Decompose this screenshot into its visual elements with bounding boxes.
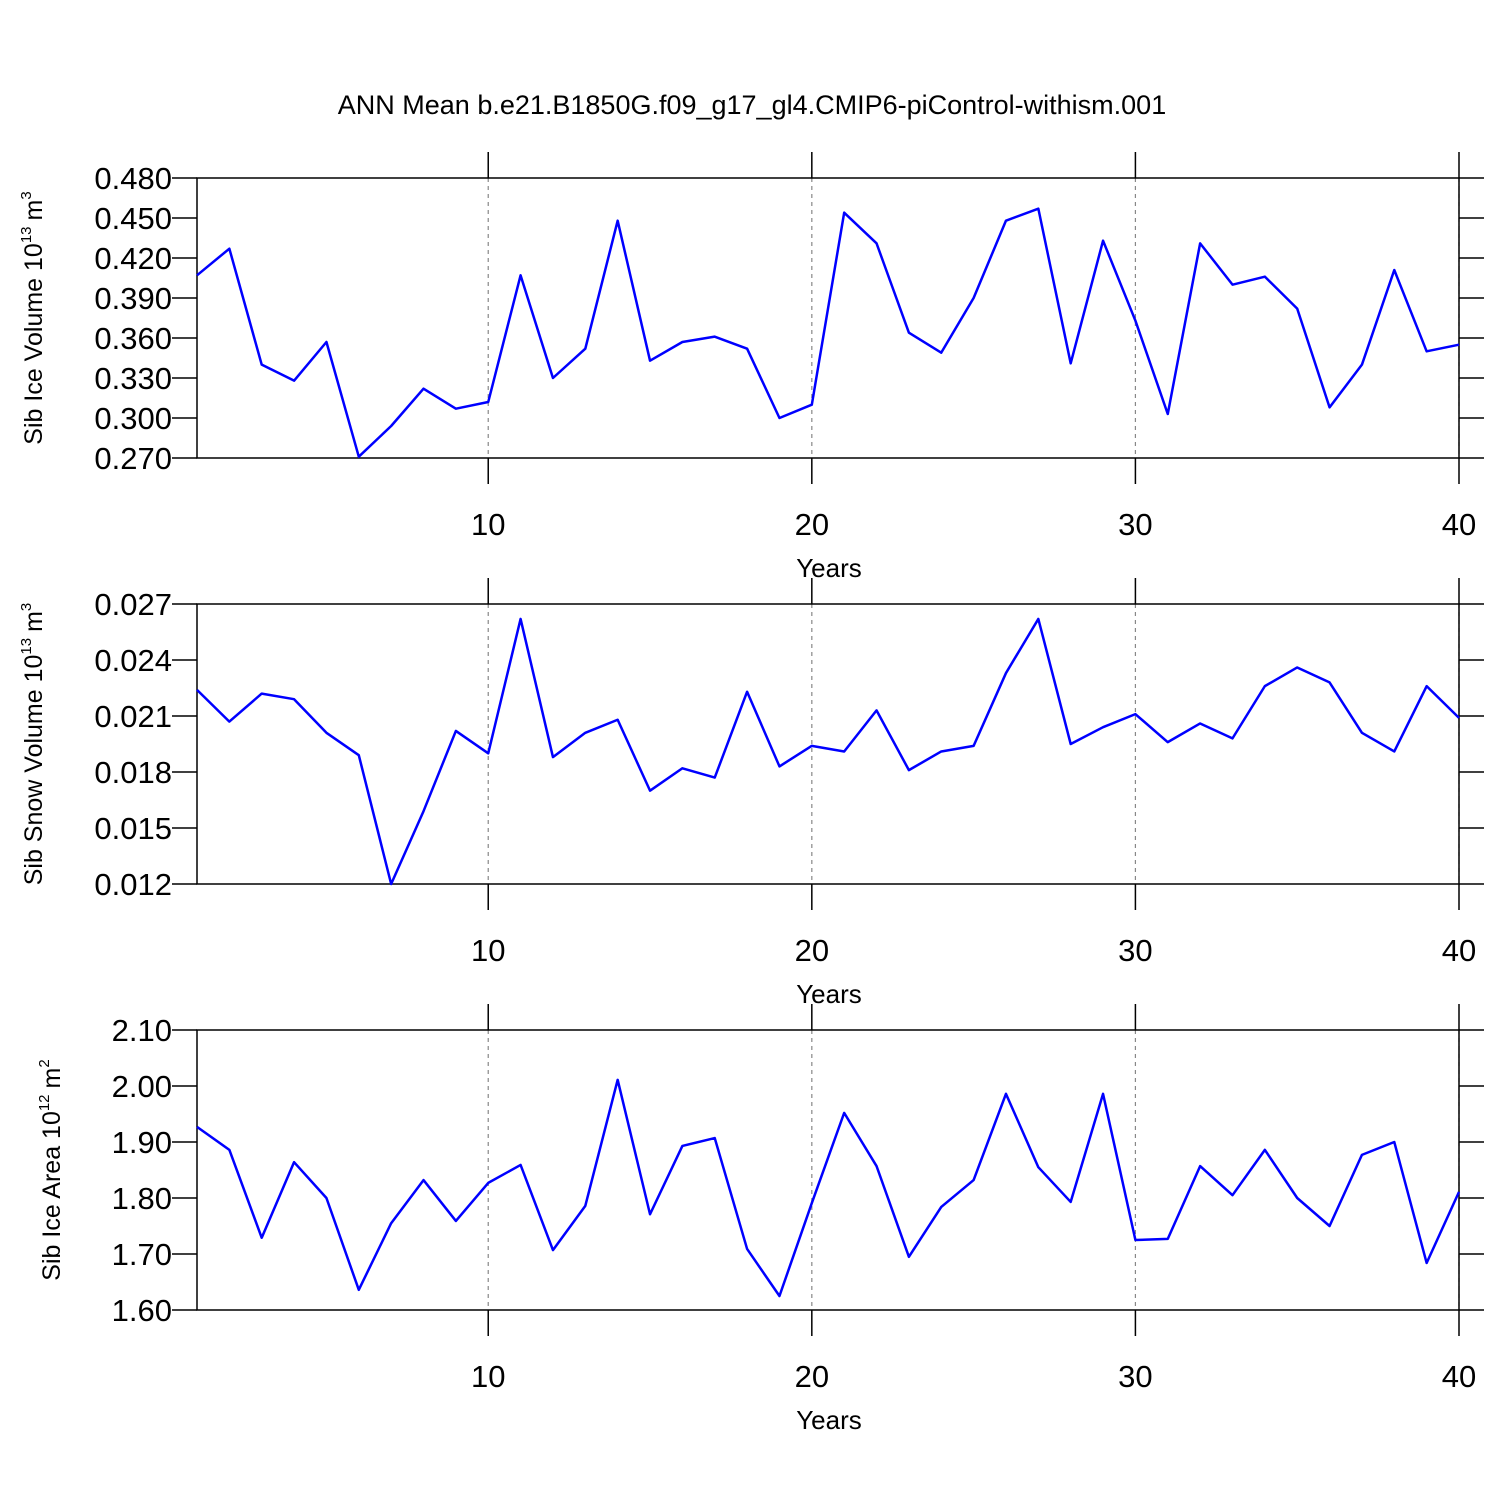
x-axis-label: Years <box>796 979 862 1009</box>
data-line <box>196 617 1460 886</box>
x-axis-label: Years <box>796 1405 862 1435</box>
y-axis-label: Sib Ice Area 1012 m2 <box>36 1059 66 1280</box>
y-tick-label: 0.360 <box>94 321 172 356</box>
data-line <box>196 1078 1461 1298</box>
x-tick-label: 30 <box>1118 507 1152 542</box>
panel: 10 20 30 40 0.270 0.300 0.330 0.360 0.390 0.420 0.… <box>18 152 1484 583</box>
plot-frame <box>196 603 1460 885</box>
x-tick-label: 30 <box>1118 1359 1152 1394</box>
y-axis-label-part: Sib Ice Volume 10 <box>20 243 48 445</box>
y-tick-label: 0.450 <box>94 201 172 236</box>
y-axis-label: Sib Snow Volume 1013 m3 <box>18 603 48 886</box>
y-tick-label: 0.390 <box>94 281 172 316</box>
y-tick-label: 1.90 <box>112 1125 172 1160</box>
x-axis-label: Years <box>796 553 862 583</box>
y-axis-label-part: Sib Ice Area 10 <box>38 1111 66 1281</box>
x-tick-label: 10 <box>471 1359 505 1394</box>
x-tick-label: 40 <box>1442 507 1476 542</box>
plot-frame <box>196 1029 1460 1311</box>
x-tick-label: 10 <box>471 507 505 542</box>
x-tick-label: 20 <box>795 507 829 542</box>
y-tick-label: 1.80 <box>112 1181 172 1216</box>
y-axis-label-part: m <box>20 200 48 221</box>
panel: 10 20 30 40 0.012 0.015 0.018 0.021 0.024 0.027 Ye… <box>18 578 1484 1009</box>
y-axis-label-part: m <box>20 611 48 632</box>
y-tick-label: 2.10 <box>112 1013 172 1048</box>
y-axis-label-part: 3 <box>18 603 35 611</box>
x-tick-label: 20 <box>795 1359 829 1394</box>
y-tick-label: 0.021 <box>94 699 172 734</box>
x-tick-label: 30 <box>1118 933 1152 968</box>
y-axis-label-part: m <box>38 1068 66 1089</box>
data-line <box>196 207 1460 458</box>
y-axis-label-part: 13 <box>18 226 35 243</box>
plot-frame <box>196 177 1460 459</box>
y-tick-label: 0.015 <box>94 811 172 846</box>
y-axis-label-part: 13 <box>18 638 35 655</box>
y-axis-label-part: 12 <box>36 1094 53 1111</box>
y-tick-label: 0.330 <box>94 361 172 396</box>
y-axis-label-part: 2 <box>36 1059 53 1067</box>
y-tick-label: 0.027 <box>94 587 172 622</box>
x-tick-label: 20 <box>795 933 829 968</box>
y-tick-label: 0.024 <box>94 643 172 678</box>
y-tick-label: 0.300 <box>94 401 172 436</box>
y-axis-label-part: 3 <box>18 191 35 199</box>
x-tick-label: 40 <box>1442 933 1476 968</box>
panel: 10 20 30 40 1.60 1.70 1.80 1.90 2.00 2.10 Years Sib… <box>36 1004 1484 1435</box>
y-tick-label: 0.480 <box>94 161 172 196</box>
x-tick-label: 10 <box>471 933 505 968</box>
y-axis-label: Sib Ice Volume 1013 m3 <box>18 191 48 444</box>
y-tick-label: 1.70 <box>112 1237 172 1272</box>
y-axis-label-part: Sib Snow Volume 10 <box>20 655 48 886</box>
x-tick-label: 40 <box>1442 1359 1476 1394</box>
y-tick-label: 0.420 <box>94 241 172 276</box>
y-tick-label: 1.60 <box>112 1293 172 1328</box>
y-tick-label: 0.018 <box>94 755 172 790</box>
y-tick-label: 2.00 <box>112 1069 172 1104</box>
y-tick-label: 0.270 <box>94 441 172 476</box>
figure-title: ANN Mean b.e21.B1850G.f09_g17_gl4.CMIP6-… <box>338 90 1166 120</box>
y-tick-label: 0.012 <box>94 867 172 902</box>
